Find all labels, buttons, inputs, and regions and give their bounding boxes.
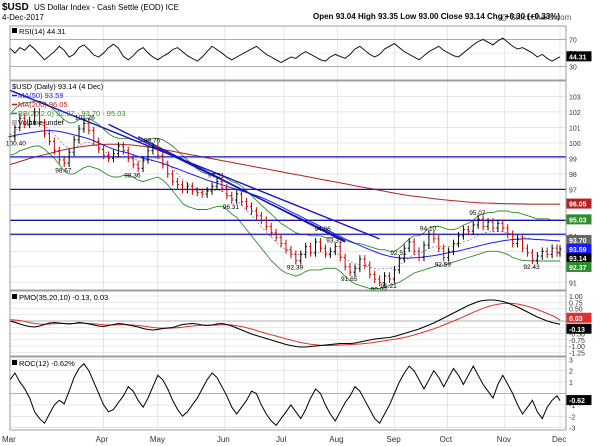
price-annotation: 92.59 [435, 262, 452, 269]
x-tick-label: Dec [552, 435, 566, 444]
roc-tick-label: -3 [569, 426, 575, 433]
price-annotation: 100.40 [6, 141, 26, 148]
price-right-tag: 93.59 [569, 247, 587, 254]
bb-lower-band [9, 145, 560, 289]
roc-tick-label: 2 [569, 369, 573, 376]
x-tick-label: Jun [217, 435, 230, 444]
roc-label: ROC(12) -0.62% [19, 359, 75, 368]
price-annotation: 92.51 [390, 250, 407, 257]
pmo-legend-swatch [12, 294, 17, 299]
pmo-tick-label: 0.50 [569, 307, 583, 314]
price-annotation: 94.06 [314, 226, 331, 233]
rsi-legend-swatch [12, 28, 17, 33]
pmo-tick-label: -1.00 [569, 344, 585, 351]
ma50-legend: MA(50) 93.59 [18, 91, 63, 100]
x-tick-label: Sep [386, 435, 401, 444]
price-annotation: 95.07 [469, 210, 486, 217]
price-right-tag-box [566, 261, 592, 272]
pmo-value-tag: -0.13 [569, 327, 585, 334]
chart-date: 4-Dec-2017 [2, 13, 44, 22]
price-annotation: 98.36 [124, 172, 141, 179]
pmo-value-tag-box [566, 323, 592, 334]
pmo-tick-label: 1.00 [569, 294, 583, 301]
roc-tick-label: 1 [569, 380, 573, 387]
x-tick-label: Oct [440, 435, 453, 444]
x-tick-label: Mar [2, 435, 16, 444]
price-annotation: 92.43 [523, 264, 540, 271]
chart-panels: 305070RSI(14) 44.3144.319192939495969798… [6, 25, 592, 433]
rsi-line [9, 37, 561, 64]
x-tick-label: Aug [329, 435, 343, 444]
price-frame [9, 80, 567, 291]
price-tick-label: 98 [569, 172, 577, 179]
price-right-tag: 93.70 [569, 238, 587, 245]
rsi-tick-label: 30 [569, 65, 577, 72]
price-right-tag: 95.03 [569, 217, 587, 224]
rsi-last-value: 44.31 [569, 54, 587, 61]
pmo-tick-label: -1.25 [569, 350, 585, 357]
ohlc-readout: Open 93.04 High 93.35 Low 93.00 Close 93… [313, 12, 560, 21]
pmo-label: PMO(35,20,10) -0.13, 0.03 [19, 293, 108, 302]
trendline [9, 89, 380, 240]
price-annotation: 99.76 [144, 138, 161, 145]
bb-legend: BB(20,2.0) 92.37 - 93.70 - 95.03 [18, 109, 126, 118]
price-tick-label: 100 [569, 141, 581, 148]
roc-last-value: -0.62 [569, 398, 585, 405]
x-tick-label: Jul [276, 435, 286, 444]
roc-frame [9, 356, 567, 431]
rsi-tick-label: 70 [569, 38, 577, 45]
roc-tick-label: -2 [569, 414, 575, 421]
price-right-tag-box [566, 214, 592, 225]
price-tick-label: 91 [569, 280, 577, 287]
price-annotation: 97.51 [208, 172, 225, 179]
instrument-name: US Dollar Index - Cash Settle (EOD) ICE [34, 3, 179, 12]
price-tick-label: 103 [569, 94, 581, 101]
volume-legend-swatch [12, 120, 17, 125]
roc-last-value-box [566, 395, 592, 406]
x-tick-label: Apr [96, 435, 109, 444]
trendline [137, 136, 346, 243]
price-tick-label: 102 [569, 110, 581, 117]
pmo-tick-label: 0.75 [569, 300, 583, 307]
pmo-tick-label: -0.50 [569, 332, 585, 339]
roc-tick-label: -1 [569, 403, 575, 410]
x-axis: Mar Apr May Jun Jul Aug Sep Oct Nov Dec [2, 435, 566, 444]
pmo-signal-line [9, 302, 561, 346]
price-annotation: 92.39 [287, 265, 304, 272]
x-tick-label: May [150, 435, 165, 444]
pmo-signal-tag-box [566, 312, 592, 323]
price-tick-label: 97 [569, 187, 577, 194]
roc-legend-swatch [12, 360, 17, 365]
ma200-legend: MA(200) 96.05 [18, 100, 68, 109]
price-annotation: 91.65 [341, 276, 358, 283]
symbol-title: $USD [2, 2, 29, 13]
price-label: $USD (Daily) 93.14 (4 Dec) [12, 82, 104, 91]
rsi-label: RSI(14) 44.31 [19, 27, 66, 36]
price-tick-label: 101 [569, 125, 581, 132]
roc-tick-label: 3 [569, 357, 573, 364]
price-annotation: 96.31 [223, 204, 240, 211]
price-tick-label: 99 [569, 156, 577, 163]
pmo-tick-label: -0.75 [569, 338, 585, 345]
price-right-tag-box [566, 198, 592, 209]
price-annotation: 98.67 [55, 168, 72, 175]
ma50-line [9, 129, 561, 259]
pmo-line [9, 299, 561, 348]
pmo-frame [9, 290, 567, 357]
price-annotation: 101.26 [75, 114, 95, 121]
rsi-frame [9, 25, 567, 81]
pmo-signal-tag: 0.03 [569, 316, 583, 323]
price-annotation: 91.21 [380, 283, 397, 290]
volume-legend: Volume undef [18, 118, 65, 127]
price-annotation: 94.10 [420, 225, 437, 232]
price-right-tag: 96.05 [569, 202, 587, 209]
price-right-tag: 93.14 [569, 256, 587, 263]
roc-line [9, 363, 561, 427]
rsi-last-value-box [566, 51, 592, 62]
price-right-tag: 92.37 [569, 265, 587, 272]
copyright: @ StockCharts.com [500, 13, 572, 22]
price-annotation: 93.31 [326, 237, 343, 244]
x-tick-label: Nov [497, 435, 511, 444]
